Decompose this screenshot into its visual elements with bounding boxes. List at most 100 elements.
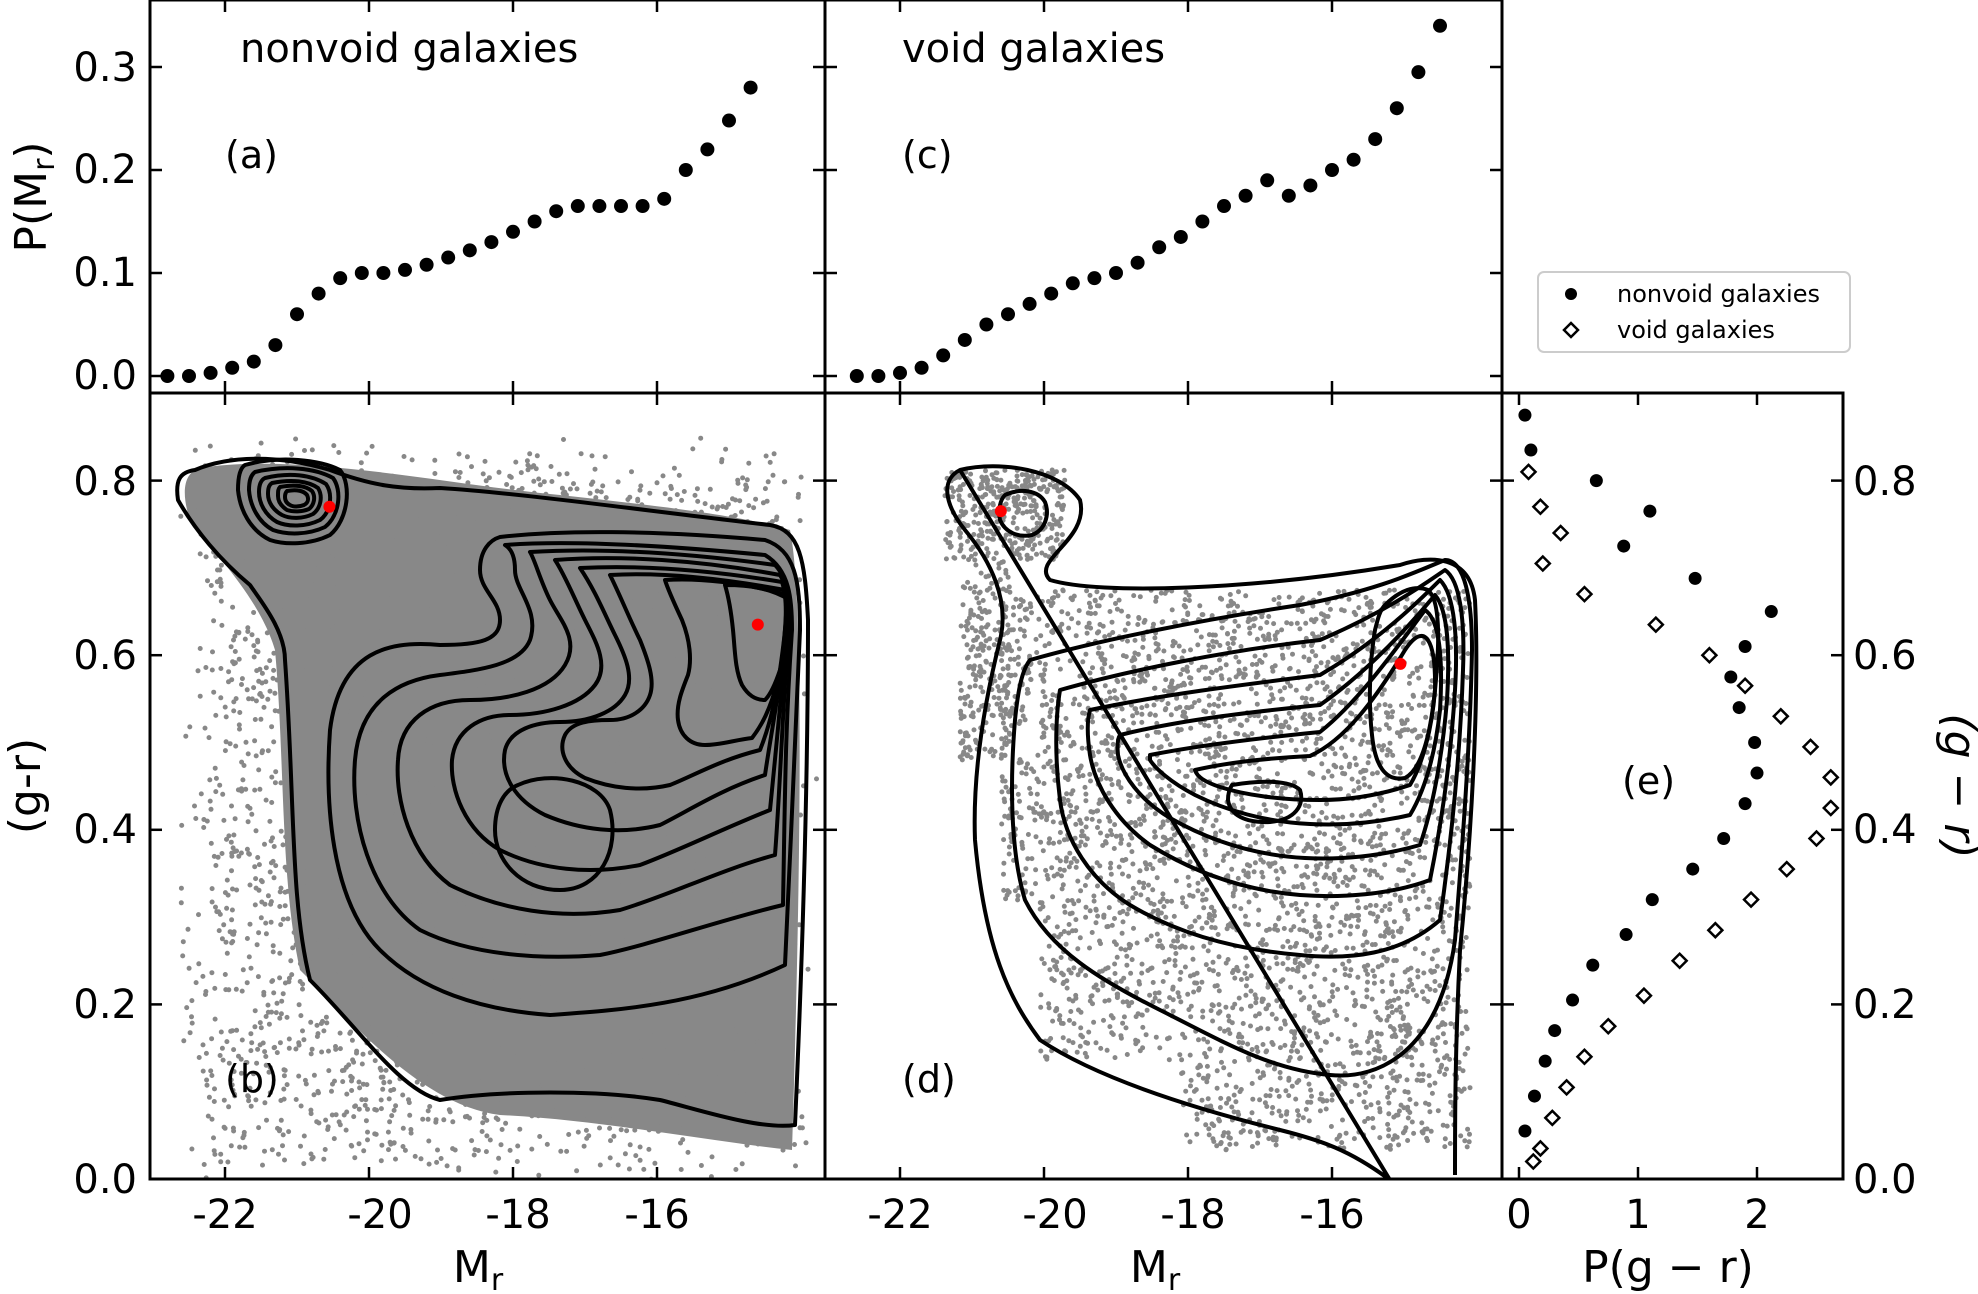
tick-label: 0.1 [73,250,137,296]
data-point [871,369,886,383]
tick-label: -16 [624,1192,689,1238]
tick-label: 0.6 [1853,633,1917,679]
tick-label: 0.0 [73,353,137,399]
nonvoid-point [1538,1054,1552,1068]
panel-a-letter: (a) [225,133,278,177]
contour-line [247,466,341,536]
data-point [398,262,412,277]
data-point [592,199,607,214]
panel-e-frame [1500,391,1845,1181]
data-point [936,348,951,363]
contour-line [1085,578,1459,899]
data-point [484,235,499,250]
tick-label: 0.2 [73,147,137,193]
panel-c-points [849,18,1447,383]
panel-b-contours [175,456,810,1128]
void-point [1635,986,1653,1005]
nonvoid-point [1732,701,1746,715]
data-point [743,80,758,95]
data-point [225,360,240,375]
data-point [635,199,650,214]
data-point [1195,214,1210,229]
data-point [290,307,304,322]
data-point [311,286,326,301]
data-point [1260,173,1275,188]
panel-e-y-tick-labels: 0.0 0.2 0.4 0.6 0.8 [1853,459,1917,1203]
nonvoid-point [1524,443,1538,457]
legend-void-label: void galaxies [1617,316,1775,344]
void-point [1700,646,1719,664]
void-point [1543,1109,1562,1127]
void-point [1599,1017,1618,1035]
data-point [1433,18,1447,33]
tick-label: 0 [1506,1192,1531,1238]
void-point [1807,829,1826,848]
data-point [354,266,369,280]
void-point [1519,463,1538,481]
data-point [333,271,348,286]
data-point [914,360,929,375]
tick-label: -18 [1160,1192,1225,1238]
panel-b-y-tick-labels: 0.0 0.2 0.4 0.6 0.8 [73,459,137,1203]
panel-b-letter: (b) [225,1057,279,1101]
void-point [1822,768,1840,787]
data-point [1022,296,1037,311]
data-point [462,243,477,258]
tick-label: 0.2 [1853,982,1917,1028]
data-point [614,199,628,214]
legend: nonvoid galaxies void galaxies [1537,271,1851,353]
data-point [1109,266,1123,280]
nonvoid-point [1566,993,1580,1007]
void-point [1706,921,1725,939]
tick-label: 0.0 [73,1157,137,1203]
panel-d-letter: (d) [902,1057,956,1101]
void-point [1822,799,1840,817]
panel-e-x-tick-labels: 0 1 2 [1506,1192,1769,1238]
data-point [506,224,520,239]
data-point [957,332,972,347]
nonvoid-point [1586,958,1600,972]
data-point [419,257,434,272]
nonvoid-point [1738,797,1752,811]
data-point [182,369,196,383]
data-point [1173,229,1188,244]
nonvoid-point [1724,670,1738,684]
data-point [979,317,994,332]
panel-b-y-axis-label: (g-r) [0,738,51,834]
nonvoid-point [1717,832,1731,846]
void-point [1575,1048,1594,1066]
contour-line [175,456,810,1128]
contour-line [266,478,323,520]
data-point [527,214,542,229]
void-point [1551,524,1570,542]
contour-line [1148,608,1444,827]
panel-d-x-axis-label: Mr [1130,1242,1181,1294]
data-point [1065,276,1080,291]
data-point [246,354,261,369]
contour-line [723,583,793,702]
density-peaks [323,500,1407,670]
panel-a-title: nonvoid galaxies [240,26,578,72]
legend-nonvoid-label: nonvoid galaxies [1617,280,1820,308]
panel-b-x-axis-label: Mr [453,1242,504,1294]
tick-label: -22 [867,1192,932,1238]
tick-label: 0.2 [73,982,137,1028]
legend-nonvoid-marker [1565,288,1577,300]
data-point [1389,101,1404,116]
data-point [160,369,175,383]
nonvoid-point [1645,893,1659,907]
peak-marker [994,505,1007,518]
nonvoid-point [1619,928,1633,942]
nonvoid-point [1748,736,1762,749]
data-point [1087,271,1102,286]
void-point [1531,1139,1550,1158]
data-point [1044,286,1059,301]
panel-b-x-tick-labels: -22 -20 -18 -16 [192,1192,689,1238]
tick-label: -20 [1022,1192,1087,1238]
nonvoid-point [1764,605,1778,619]
nonvoid-point [1527,1089,1541,1103]
tick-label: -22 [192,1192,257,1238]
data-point [1001,307,1015,322]
data-point [1325,163,1339,177]
void-point [1557,1078,1576,1097]
